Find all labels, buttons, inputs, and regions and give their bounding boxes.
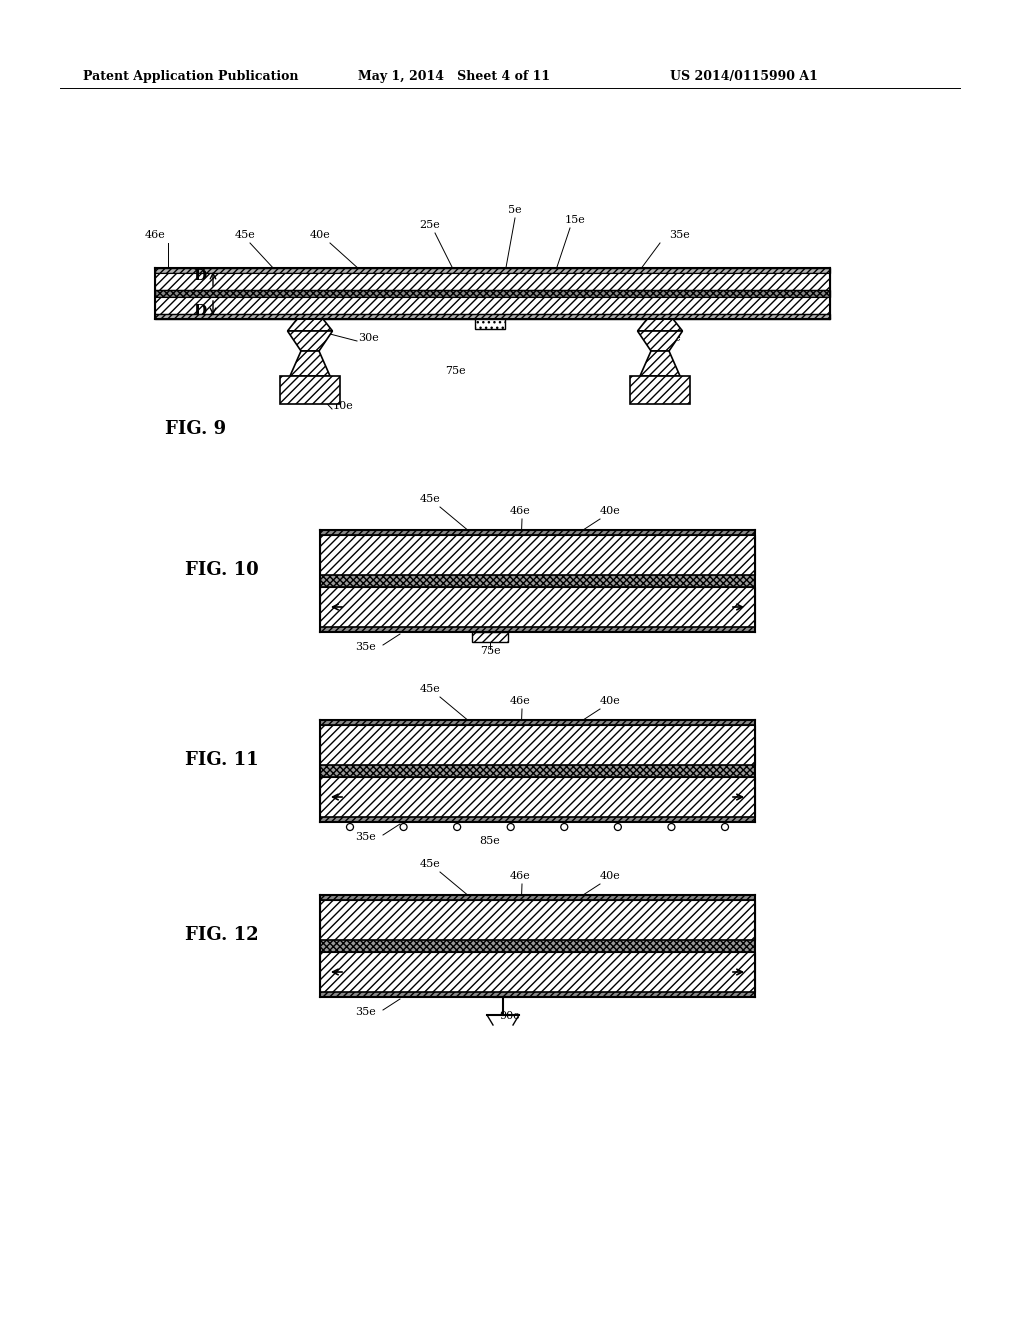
Text: 45e: 45e: [420, 684, 440, 694]
Bar: [319, 952, 755, 993]
Polygon shape: [290, 351, 330, 376]
Bar: [319, 587, 755, 627]
Text: 40e: 40e: [600, 506, 621, 516]
Bar: [319, 531, 755, 535]
Bar: [319, 719, 755, 725]
Bar: [319, 766, 755, 777]
Text: FIG. 10: FIG. 10: [185, 561, 259, 579]
Text: 5e: 5e: [508, 205, 522, 215]
Bar: [319, 895, 755, 900]
Polygon shape: [638, 331, 683, 351]
Text: 46e: 46e: [510, 506, 530, 516]
Text: D: D: [194, 304, 207, 318]
Text: 25e: 25e: [420, 220, 440, 230]
Bar: [319, 900, 755, 940]
Bar: [630, 376, 690, 404]
Text: 40e: 40e: [600, 696, 621, 706]
Text: 10e: 10e: [333, 401, 353, 411]
Text: 46e: 46e: [510, 871, 530, 880]
Text: 40e: 40e: [309, 230, 331, 240]
Bar: [280, 376, 340, 404]
Bar: [319, 940, 755, 952]
Bar: [319, 535, 755, 576]
Text: 46e: 46e: [144, 230, 165, 240]
Bar: [319, 817, 755, 822]
Text: 85e: 85e: [479, 836, 501, 846]
Text: 35e: 35e: [354, 832, 376, 842]
Text: 35e: 35e: [354, 642, 376, 652]
Text: FIG. 9: FIG. 9: [165, 420, 226, 438]
Polygon shape: [288, 331, 333, 351]
Text: 15e: 15e: [564, 215, 586, 224]
Text: 35e: 35e: [354, 1007, 376, 1016]
Text: FIG. 11: FIG. 11: [185, 751, 259, 770]
Text: 46e: 46e: [510, 696, 530, 706]
Text: 75e: 75e: [444, 366, 465, 376]
Bar: [475, 319, 505, 329]
Bar: [155, 273, 830, 290]
Text: 80e: 80e: [660, 333, 681, 343]
Text: 45e: 45e: [420, 494, 440, 504]
Text: 75e: 75e: [479, 645, 501, 656]
Bar: [472, 632, 508, 642]
Text: D: D: [194, 269, 207, 282]
Text: Patent Application Publication: Patent Application Publication: [83, 70, 299, 83]
Polygon shape: [288, 319, 333, 331]
Text: 30e: 30e: [358, 333, 379, 343]
Bar: [155, 290, 830, 297]
Text: May 1, 2014   Sheet 4 of 11: May 1, 2014 Sheet 4 of 11: [358, 70, 550, 83]
Bar: [155, 297, 830, 314]
Bar: [155, 314, 830, 319]
Text: 90e: 90e: [500, 1011, 520, 1020]
Bar: [155, 268, 830, 273]
Bar: [319, 576, 755, 587]
Text: US 2014/0115990 A1: US 2014/0115990 A1: [670, 70, 818, 83]
Polygon shape: [638, 319, 683, 331]
Bar: [319, 627, 755, 632]
Text: 35e: 35e: [670, 230, 690, 240]
Text: 40e: 40e: [600, 871, 621, 880]
Text: FIG. 12: FIG. 12: [185, 927, 259, 944]
Polygon shape: [640, 351, 680, 376]
Text: 45e: 45e: [234, 230, 255, 240]
Text: 45e: 45e: [420, 859, 440, 869]
Bar: [319, 777, 755, 817]
Bar: [319, 725, 755, 766]
Bar: [319, 993, 755, 997]
